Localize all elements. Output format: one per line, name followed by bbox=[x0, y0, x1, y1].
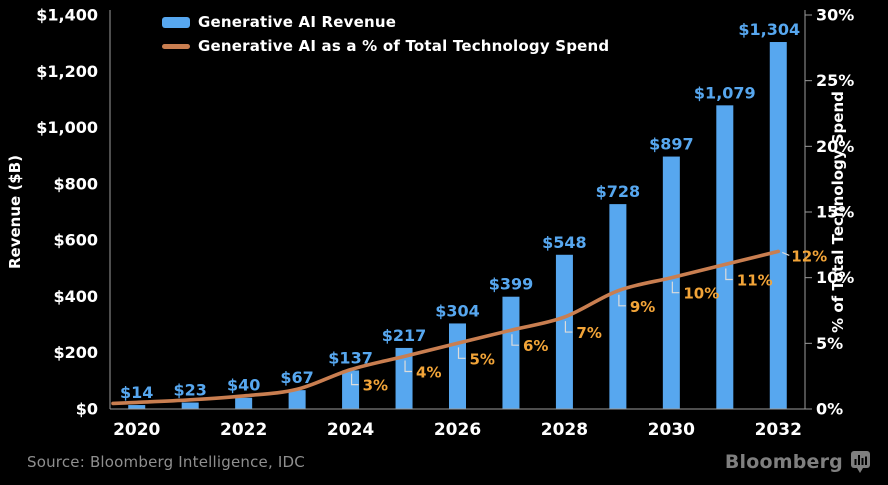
bar-value-label: $1,079 bbox=[694, 83, 756, 102]
bar-value-label: $399 bbox=[489, 275, 534, 294]
left-axis-tick-label: $800 bbox=[53, 174, 98, 193]
bar-value-label: $23 bbox=[173, 381, 206, 400]
leader-line bbox=[457, 347, 466, 359]
revenue-bar bbox=[769, 42, 787, 409]
revenue-bar bbox=[609, 204, 627, 409]
leader-line bbox=[618, 294, 626, 307]
revenue-bar bbox=[662, 156, 680, 409]
legend-label: Generative AI as a % of Total Technology… bbox=[198, 37, 610, 55]
percent-label: 10% bbox=[683, 285, 719, 303]
leader-line bbox=[350, 373, 359, 386]
percent-label: 5% bbox=[470, 350, 495, 368]
bar-value-label: $14 bbox=[120, 383, 153, 402]
leader-line bbox=[782, 251, 790, 256]
leader-line bbox=[671, 281, 680, 294]
x-axis-tick-label: 2030 bbox=[648, 420, 695, 440]
x-axis-tick-label: 2024 bbox=[327, 420, 374, 440]
legend: Generative AI Revenue Generative AI as a … bbox=[162, 13, 610, 55]
right-axis-title: % of Total Technology Spend bbox=[829, 91, 847, 333]
revenue-bar bbox=[288, 390, 306, 409]
left-axis-tick-label: $200 bbox=[53, 343, 98, 362]
legend-bar-swatch bbox=[162, 16, 190, 28]
legend-item: Generative AI Revenue bbox=[162, 13, 609, 31]
bloomberg-logo-text: Bloomberg bbox=[724, 450, 843, 473]
revenue-bar bbox=[395, 347, 413, 409]
leader-line bbox=[404, 360, 413, 373]
right-axis-tick-label: 25% bbox=[816, 71, 854, 90]
legend-item: Generative AI as a % of Total Technology… bbox=[162, 37, 610, 55]
bloomberg-logo: Bloomberg bbox=[725, 450, 871, 473]
leader-line bbox=[511, 334, 519, 346]
bar-value-label: $217 bbox=[382, 326, 427, 345]
x-axis-tick-label: 2022 bbox=[220, 420, 267, 440]
revenue-bar bbox=[502, 296, 520, 409]
left-axis-title: Revenue ($B) bbox=[6, 155, 24, 269]
revenue-bar bbox=[235, 397, 253, 409]
left-axis-tick-label: $600 bbox=[53, 231, 98, 250]
x-axis-tick-label: 2032 bbox=[755, 420, 802, 440]
revenue-bar bbox=[342, 370, 360, 409]
right-axis-tick-label: 5% bbox=[816, 334, 843, 353]
bar-value-label: $548 bbox=[542, 233, 587, 252]
legend-label: Generative AI Revenue bbox=[198, 13, 397, 31]
percent-trend-line bbox=[111, 249, 781, 406]
leader-line bbox=[564, 321, 573, 333]
bloomberg-chart-bubble-icon bbox=[851, 451, 870, 473]
percent-label: 6% bbox=[523, 337, 548, 355]
revenue-bar bbox=[128, 405, 146, 409]
percent-label: 11% bbox=[737, 272, 773, 290]
legend-line-swatch bbox=[162, 43, 190, 49]
leader-line bbox=[725, 268, 733, 281]
right-axis-tick-label: 10% bbox=[816, 268, 854, 287]
left-axis-tick-label: $400 bbox=[53, 287, 98, 306]
revenue-bar bbox=[449, 323, 466, 409]
bar-value-label: $304 bbox=[435, 301, 480, 320]
left-axis-tick-label: $1,400 bbox=[36, 6, 98, 25]
percent-label: 9% bbox=[630, 298, 655, 316]
left-axis-tick-label: $1,000 bbox=[36, 118, 98, 137]
bar-value-label: $897 bbox=[649, 135, 694, 154]
left-axis-tick-label: $1,200 bbox=[36, 62, 98, 81]
percent-label: 7% bbox=[576, 324, 601, 342]
x-axis-tick-label: 2020 bbox=[113, 420, 160, 440]
bar-value-label: $1,304 bbox=[738, 20, 800, 39]
right-axis-tick-label: 20% bbox=[816, 137, 854, 156]
percent-label: 3% bbox=[363, 377, 388, 395]
bar-value-label: $728 bbox=[596, 182, 641, 201]
x-axis-tick-label: 2028 bbox=[541, 420, 588, 440]
revenue-bar bbox=[716, 105, 734, 409]
right-axis-tick-label: 0% bbox=[816, 400, 843, 419]
bar-value-label: $67 bbox=[280, 368, 313, 387]
bar-value-label: $137 bbox=[328, 348, 373, 367]
percent-label: 12% bbox=[791, 247, 827, 265]
right-axis-tick-label: 15% bbox=[816, 203, 854, 222]
left-axis-tick-label: $0 bbox=[76, 400, 98, 419]
source-text: Source: Bloomberg Intelligence, IDC bbox=[27, 453, 305, 471]
revenue-bar bbox=[555, 254, 573, 409]
revenue-bar bbox=[181, 402, 199, 409]
percent-label: 4% bbox=[416, 363, 441, 381]
x-axis-tick-label: 2026 bbox=[434, 420, 481, 440]
bar-value-label: $40 bbox=[227, 376, 260, 395]
right-axis-tick-label: 30% bbox=[816, 6, 854, 25]
